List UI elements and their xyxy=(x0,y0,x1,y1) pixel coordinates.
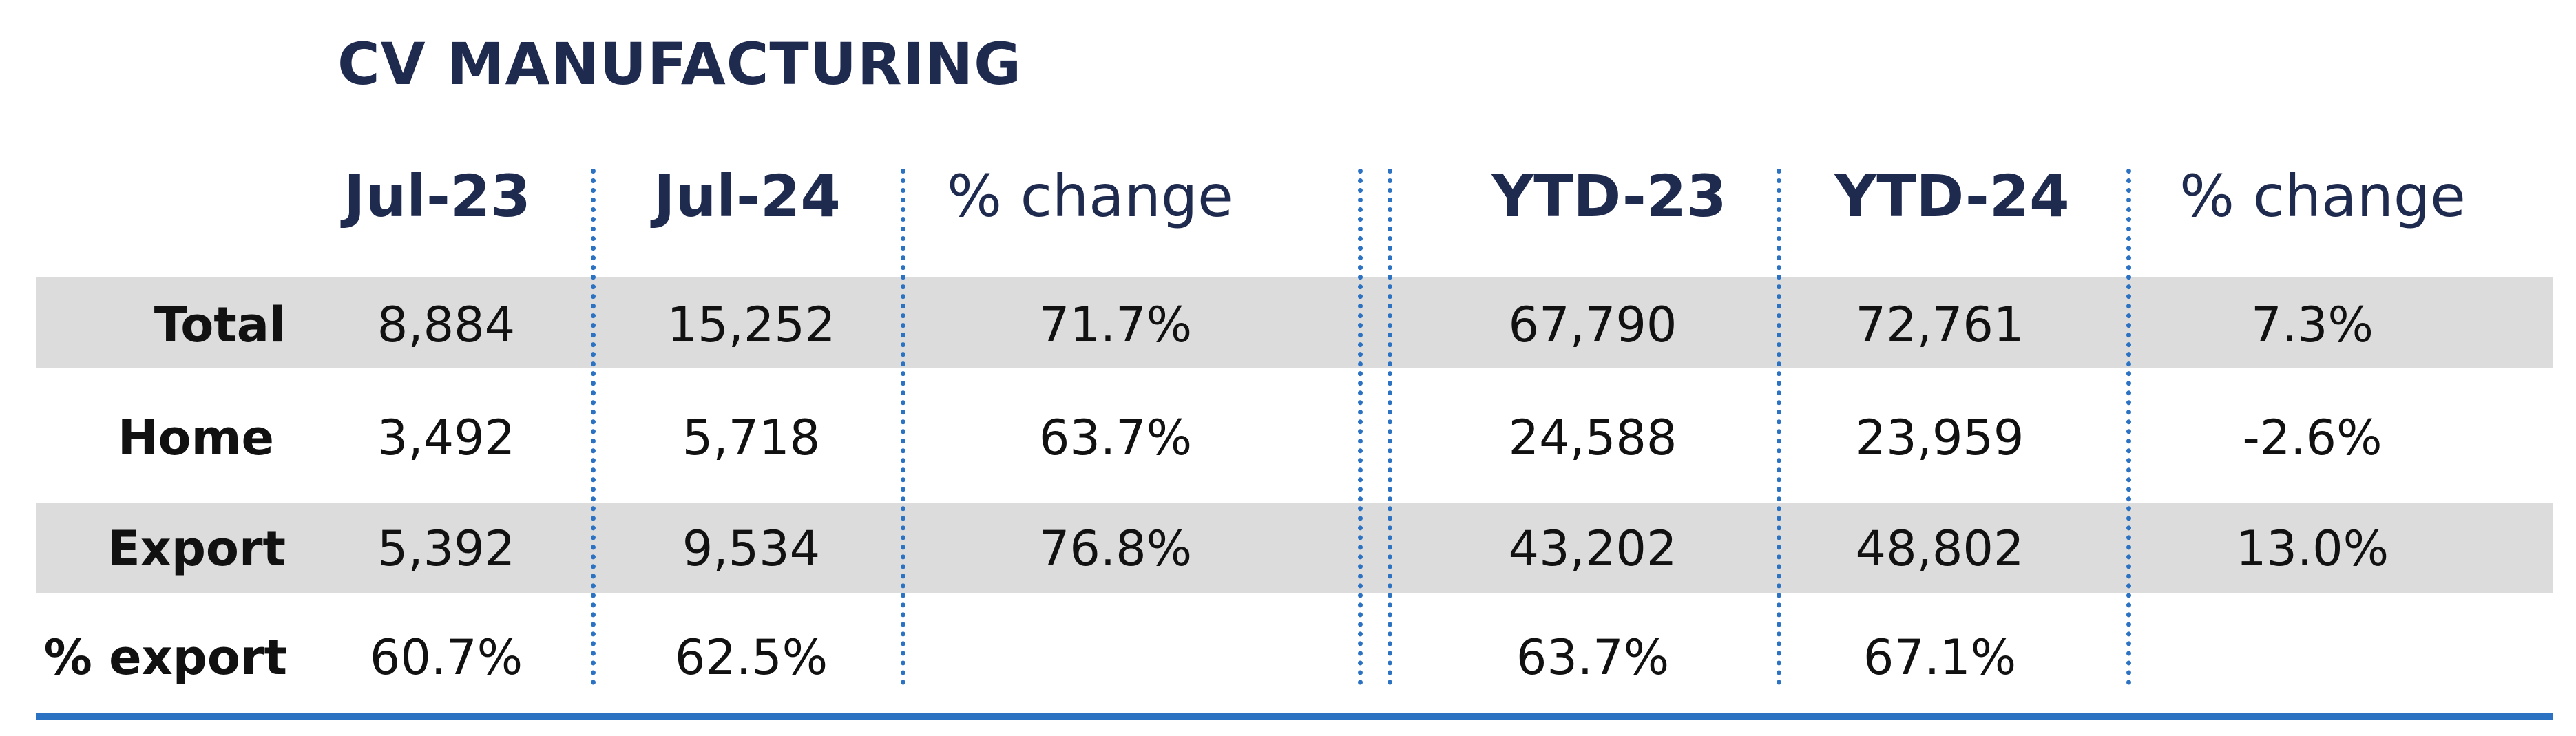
row-label-pct-export: % export xyxy=(43,629,287,686)
table-cell: 72,761 xyxy=(1855,297,2024,353)
table-cell: 5,392 xyxy=(377,521,516,577)
table-title: CV MANUFACTURING xyxy=(337,30,1023,98)
row-label-total: Total xyxy=(154,297,286,353)
table-cell: 43,202 xyxy=(1508,521,1677,577)
table-cell: 48,802 xyxy=(1855,521,2024,577)
table-cell: 62.5% xyxy=(674,629,828,686)
table-cell: 76.8% xyxy=(1038,521,1193,577)
table-cell: 13.0% xyxy=(2235,521,2389,577)
table-cell: 63.7% xyxy=(1516,629,1670,686)
column-divider xyxy=(1388,169,1392,685)
column-divider xyxy=(1358,169,1363,685)
table-cell: 7.3% xyxy=(2251,297,2374,353)
row-label-home: Home xyxy=(117,410,274,466)
table-cell: 24,588 xyxy=(1508,410,1677,466)
row-band-export xyxy=(36,503,2553,593)
column-header-ytd-24: YTD-24 xyxy=(1834,162,2070,230)
table-cell: 3,492 xyxy=(377,410,516,466)
row-band-total xyxy=(36,277,2553,368)
column-header-ytd-23: YTD-23 xyxy=(1491,162,1727,230)
table-cell: 71.7% xyxy=(1038,297,1193,353)
column-divider xyxy=(591,169,596,685)
table-cell: 15,252 xyxy=(667,297,836,353)
column-header-jul-24: Jul-24 xyxy=(653,162,841,230)
column-divider xyxy=(1777,169,1781,685)
table-cell: 60.7% xyxy=(369,629,523,686)
table-cell: 67,790 xyxy=(1508,297,1677,353)
column-header-pct-change-ytd: % change xyxy=(2179,162,2466,230)
column-divider xyxy=(901,169,905,685)
table-cell: 67.1% xyxy=(1863,629,2017,686)
table-cell: 23,959 xyxy=(1855,410,2024,466)
table-bottom-rule xyxy=(36,713,2553,720)
table-cell: 5,718 xyxy=(682,410,821,466)
column-header-jul-23: Jul-23 xyxy=(344,162,531,230)
table-cell: -2.6% xyxy=(2242,410,2383,466)
row-label-export: Export xyxy=(107,521,286,577)
table-cell: 8,884 xyxy=(377,297,516,353)
table-cell: 9,534 xyxy=(682,521,821,577)
column-header-pct-change-month: % change xyxy=(947,162,1233,230)
column-divider xyxy=(2126,169,2131,685)
table-cell: 63.7% xyxy=(1038,410,1193,466)
